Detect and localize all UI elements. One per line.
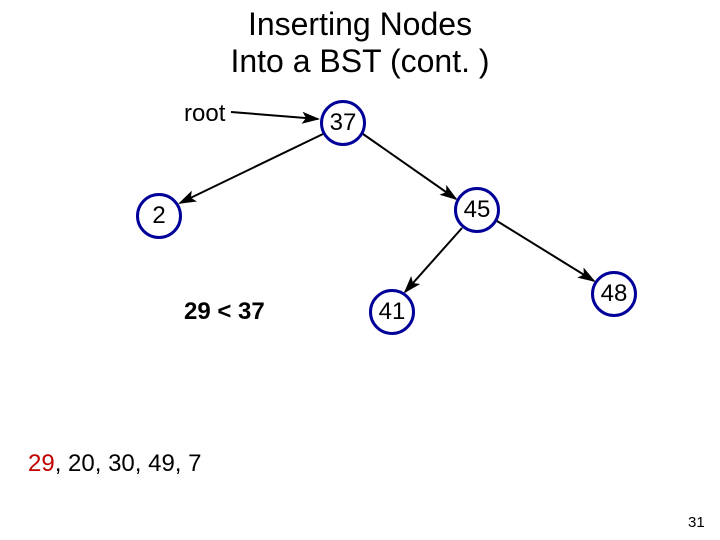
- title-line2: Into a BST (cont. ): [230, 43, 489, 79]
- title-line1: Inserting Nodes: [248, 6, 472, 42]
- queue-part-0: 29: [28, 450, 55, 477]
- root-label: root: [184, 100, 225, 128]
- edge-37-45: [363, 134, 456, 199]
- edge-45-48: [497, 221, 594, 281]
- bst-node-41: 41: [369, 289, 415, 335]
- bst-node-45: 45: [454, 187, 500, 233]
- comparison-label: 29 < 37: [184, 298, 265, 326]
- bst-node-48: 48: [591, 271, 637, 317]
- edge-root_label_end: [231, 112, 318, 119]
- edge-45-41: [405, 228, 462, 292]
- page-number-text: 31: [688, 514, 705, 531]
- insert-queue: 29, 20, 30, 49, 7: [28, 450, 201, 478]
- bst-node-37: 37: [320, 100, 366, 146]
- bst-node-value: 45: [464, 196, 491, 224]
- edge-37-2: [180, 134, 323, 203]
- bst-node-value: 48: [601, 280, 628, 308]
- bst-node-value: 37: [330, 109, 357, 137]
- slide-title: Inserting Nodes Into a BST (cont. ): [0, 6, 720, 80]
- root-label-text: root: [184, 100, 225, 127]
- bst-node-value: 2: [152, 202, 165, 230]
- queue-part-1: , 20, 30, 49, 7: [55, 450, 202, 477]
- bst-node-2: 2: [136, 193, 182, 239]
- comparison-text: 29 < 37: [184, 298, 265, 325]
- bst-node-value: 41: [379, 298, 406, 326]
- page-number: 31: [688, 514, 705, 531]
